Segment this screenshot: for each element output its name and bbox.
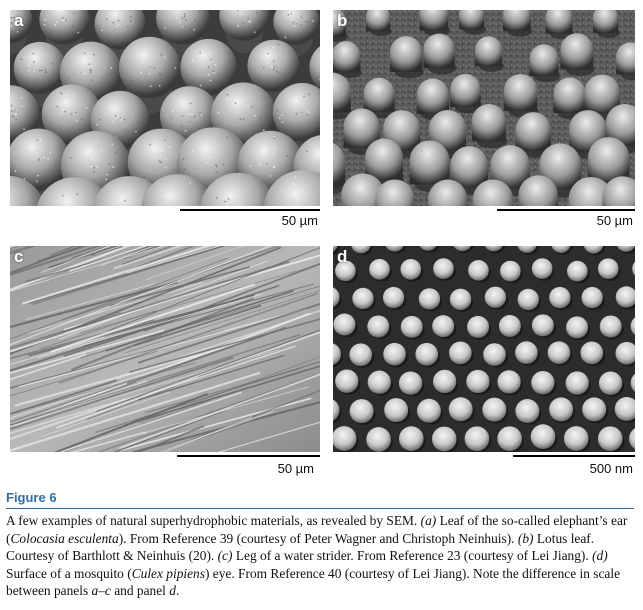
scale-bar-b	[497, 209, 635, 211]
scale-bar-d	[513, 455, 635, 457]
water-strider-leg-image	[10, 246, 320, 452]
caption-segment: Leaf of the so-called elephant’s ear (	[6, 513, 628, 546]
caption-segment: and panel	[110, 583, 170, 599]
scale-label-c: 50 µm	[277, 461, 314, 476]
lotus-leaf-image	[333, 10, 635, 206]
sem-image-a: a	[10, 10, 320, 206]
caption-segment: Lotus leaf. Courtesy of Barthlott & Nein…	[6, 530, 595, 564]
caption-segment: Colocasia esculenta	[10, 530, 119, 546]
caption-segment: (a)	[420, 513, 437, 528]
caption-segment: d	[169, 583, 176, 599]
caption-segment: A few examples of natural superhydrophob…	[6, 513, 421, 528]
caption-segment: Leg of a water strider. From Reference 2…	[232, 548, 593, 564]
panel-label-c: c	[14, 247, 24, 266]
caption-segment: a–c	[91, 583, 111, 599]
scale-label-d: 500 nm	[589, 461, 633, 476]
figure-caption: A few examples of natural superhydrophob…	[6, 512, 634, 600]
panel-label-a: a	[14, 11, 24, 30]
caption-segment: (d)	[592, 548, 608, 564]
scale-bar-a	[180, 209, 320, 211]
caption-segment: .	[175, 583, 180, 599]
caption-divider	[6, 508, 634, 509]
scale-bar-c	[177, 455, 320, 457]
elephant-ear-leaf-image	[10, 10, 320, 206]
caption-segment: ) eye. From Reference 40 (courtesy of Le…	[6, 565, 621, 599]
mosquito-eye-image	[333, 246, 635, 452]
sem-image-d: d	[333, 246, 635, 452]
caption-segment: Culex pipiens	[131, 565, 205, 581]
sem-image-c: c	[10, 246, 320, 452]
caption-segment: (b)	[517, 530, 534, 546]
figure-title: Figure 6	[6, 490, 57, 505]
scale-label-b: 50 µm	[596, 213, 633, 228]
sem-image-b: b	[333, 10, 635, 206]
scale-label-a: 50 µm	[281, 213, 318, 228]
caption-segment: (c)	[217, 548, 233, 564]
caption-segment: ). From Reference 39 (courtesy of Peter …	[118, 530, 518, 546]
caption-segment: Surface of a mosquito (	[6, 565, 132, 581]
panel-label-d: d	[337, 247, 348, 266]
panel-label-b: b	[337, 11, 348, 30]
